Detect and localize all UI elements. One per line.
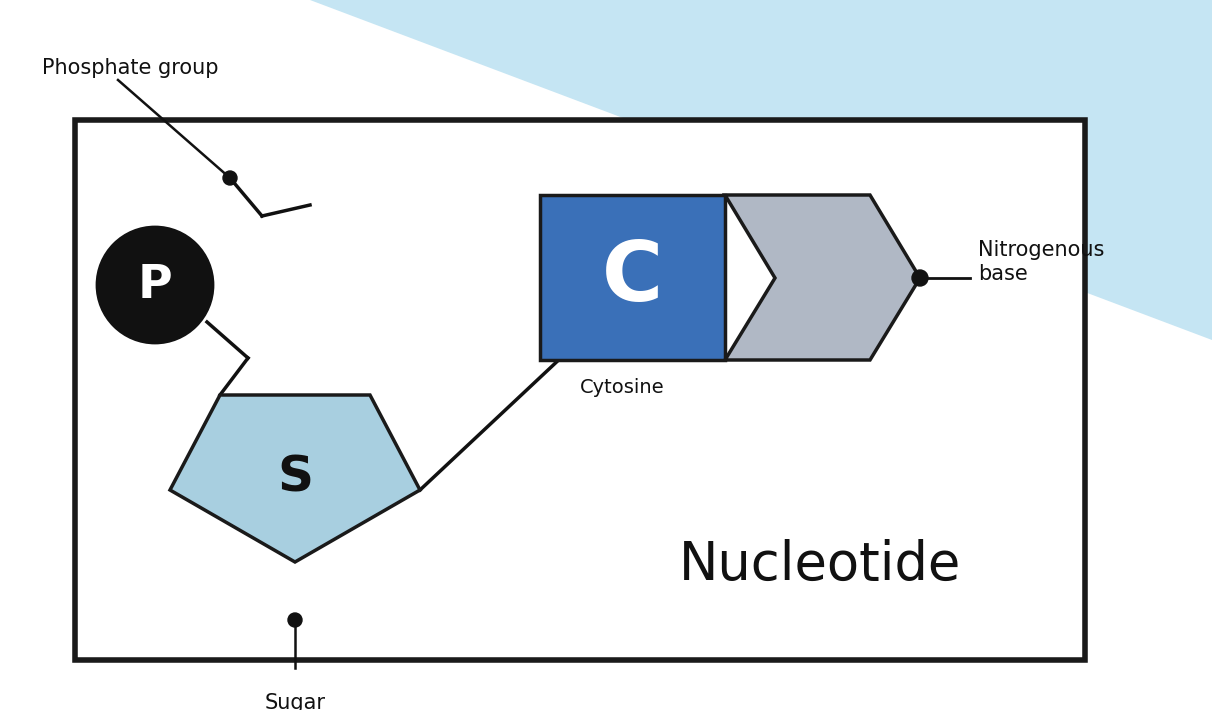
- Text: C: C: [601, 238, 663, 319]
- Text: Phosphate group: Phosphate group: [42, 58, 218, 78]
- Polygon shape: [725, 195, 920, 360]
- Text: S: S: [278, 454, 313, 502]
- Circle shape: [288, 613, 302, 627]
- Bar: [75, 120, 1085, 660]
- Bar: [75, 120, 440, 660]
- Circle shape: [97, 227, 213, 343]
- Text: Cytosine: Cytosine: [579, 378, 664, 397]
- Text: Nitrogenous
base: Nitrogenous base: [978, 241, 1104, 283]
- Text: Sugar: Sugar: [264, 693, 326, 710]
- Circle shape: [911, 270, 928, 286]
- Text: Nucleotide: Nucleotide: [679, 539, 961, 591]
- Circle shape: [223, 171, 238, 185]
- Bar: [541, 195, 725, 360]
- Polygon shape: [310, 0, 1212, 340]
- Polygon shape: [170, 395, 421, 562]
- Text: P: P: [138, 263, 172, 307]
